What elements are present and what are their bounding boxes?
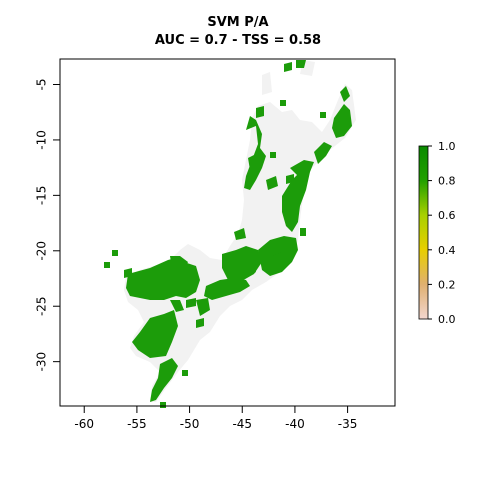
x-tick-label: -60 [74,417,94,431]
x-tick-label: -35 [338,417,358,431]
legend-tick-label: 0.0 [438,313,456,326]
probability-legend: 1.0 0.8 0.6 0.4 0.2 0.0 [419,140,456,326]
map-title: SVM P/A [207,15,268,30]
x-tick-label: -50 [180,417,200,431]
x-tick-label: -45 [232,417,252,431]
map-raster [104,60,356,408]
x-tick-label: -40 [285,417,305,431]
legend-tick-label: 0.2 [438,278,456,291]
x-tick-label: -55 [127,417,147,431]
y-tick-label: -15 [35,186,49,206]
x-axis: -60 -55 -50 -45 -40 -35 [74,406,357,431]
y-tick-label: -30 [35,352,49,372]
y-tick-label: -10 [35,130,49,150]
legend-ticks: 1.0 0.8 0.6 0.4 0.2 0.0 [428,140,456,326]
map-subtitle: AUC = 0.7 - TSS = 0.58 [155,33,321,48]
y-tick-label: -5 [35,79,49,91]
legend-tick-label: 0.8 [438,175,456,188]
legend-colorbar [419,146,428,319]
legend-tick-label: 0.4 [438,244,456,257]
legend-tick-label: 1.0 [438,140,456,153]
legend-tick-label: 0.6 [438,209,456,222]
y-tick-label: -20 [35,241,49,261]
y-axis: -5 -10 -15 -20 -25 -30 [35,79,61,372]
y-tick-label: -25 [35,296,49,316]
